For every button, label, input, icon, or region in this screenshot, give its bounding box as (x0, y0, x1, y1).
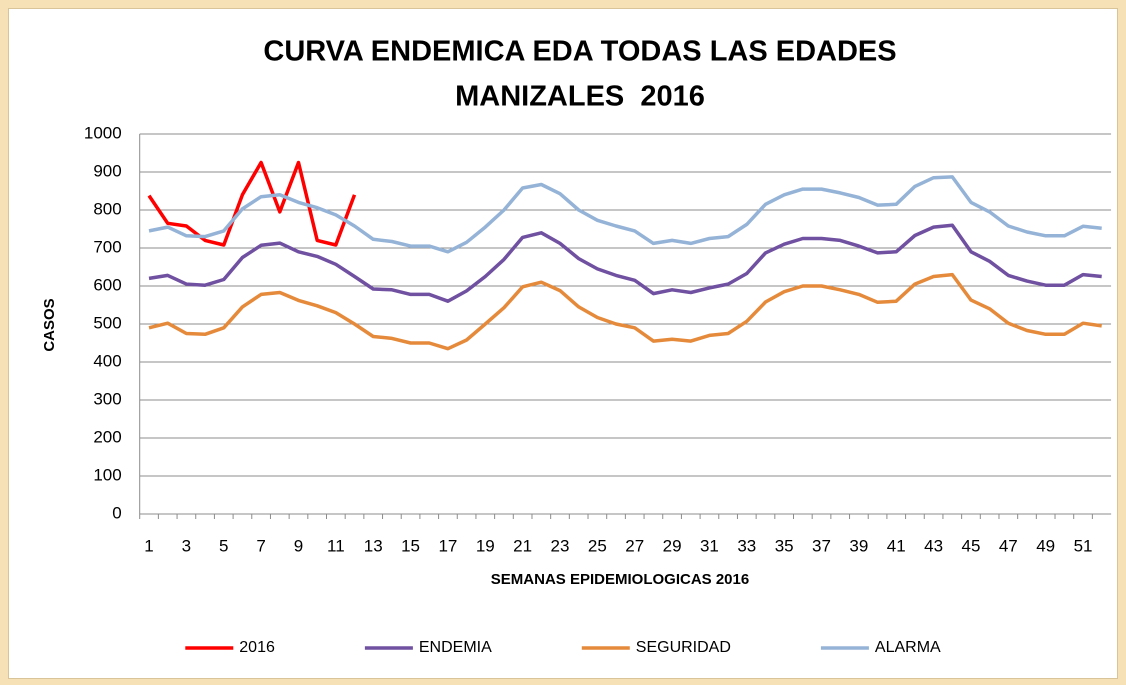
x-tick-label: 1 (144, 536, 153, 555)
y-tick-label: 600 (93, 275, 121, 294)
legend-label: 2016 (239, 639, 275, 656)
x-tick-label: 39 (849, 536, 868, 555)
legend-label: SEGURIDAD (636, 639, 731, 656)
x-tick-label: 19 (476, 536, 495, 555)
y-tick-label: 400 (93, 351, 121, 370)
x-tick-label: 45 (961, 536, 980, 555)
series-line (148, 272, 1102, 351)
chart-frame (8, 8, 1118, 679)
x-tick-label: 9 (294, 536, 303, 555)
y-axis-label: CASOS (41, 298, 58, 351)
y-tick-label: 100 (93, 465, 121, 484)
y-tick-label: 200 (93, 427, 121, 446)
x-tick-label: 13 (364, 536, 383, 555)
x-tick-label: 43 (924, 536, 943, 555)
y-tick-label: 700 (93, 237, 121, 256)
x-tick-label: 5 (219, 536, 228, 555)
x-tick-label: 15 (401, 536, 420, 555)
y-tick-label: 500 (93, 313, 121, 332)
x-tick-label: 11 (327, 536, 345, 555)
x-tick-label: 35 (775, 536, 794, 555)
x-tick-label: 21 (513, 536, 532, 555)
y-tick-label: 300 (93, 389, 121, 408)
x-axis-label: SEMANAS EPIDEMIOLOGICAS 2016 (491, 571, 749, 588)
chart-title: MANIZALES 2016 (455, 81, 705, 113)
x-tick-label: 29 (663, 536, 682, 555)
legend-label: ALARMA (875, 639, 941, 656)
x-tick-label: 25 (588, 536, 607, 555)
x-tick-label: 31 (700, 536, 719, 555)
series-line (148, 223, 1102, 303)
x-tick-label: 51 (1074, 536, 1093, 555)
x-tick-label: 23 (551, 536, 570, 555)
chart-title: CURVA ENDEMICA EDA TODAS LAS EDADES (263, 36, 896, 68)
x-tick-label: 17 (438, 536, 457, 555)
x-tick-label: 47 (999, 536, 1018, 555)
x-tick-label: 3 (182, 536, 191, 555)
x-tick-label: 37 (812, 536, 831, 555)
y-tick-label: 0 (112, 503, 121, 522)
x-tick-label: 41 (887, 536, 906, 555)
y-tick-label: 800 (93, 199, 121, 218)
legend-label: ENDEMIA (419, 639, 492, 656)
y-tick-label: 1000 (84, 123, 122, 142)
y-tick-label: 900 (93, 161, 121, 180)
x-tick-label: 33 (737, 536, 756, 555)
x-tick-label: 7 (256, 536, 265, 555)
x-tick-label: 27 (625, 536, 644, 555)
series-line (147, 160, 357, 247)
series-line (148, 175, 1102, 254)
x-tick-label: 49 (1036, 536, 1055, 555)
